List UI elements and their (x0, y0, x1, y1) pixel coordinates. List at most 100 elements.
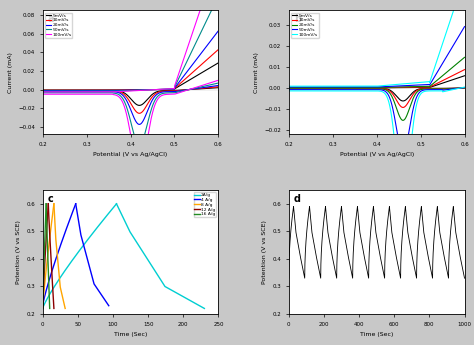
10mV/s (123, 95, 129, 99)
8 A/g (47, 237, 53, 242)
12 A/g (45, 210, 51, 214)
50mV/s (371, 88, 376, 92)
10mV/s (286, 87, 292, 91)
100mV/s (137, 167, 142, 171)
100mV/s (400, 202, 406, 206)
100mV/s (381, 90, 387, 95)
10mV/s (371, 87, 376, 91)
X-axis label: Time (Sec): Time (Sec) (360, 332, 393, 337)
4 A/g (73, 202, 79, 206)
4 A/g (59, 238, 65, 243)
2A/g (114, 202, 119, 206)
2A/g (107, 210, 112, 214)
Line: 2A/g: 2A/g (43, 204, 117, 308)
12 A/g (43, 237, 49, 242)
10mV/s (40, 89, 46, 93)
10mV/s (391, 93, 396, 97)
5mV/s (286, 86, 292, 90)
10mV/s (137, 111, 142, 115)
50mV/s (137, 143, 142, 147)
2A/g (85, 237, 91, 242)
Line: 100mV/s: 100mV/s (43, 80, 219, 169)
5mV/s (391, 91, 396, 95)
8 A/g (46, 239, 52, 244)
50mV/s (400, 150, 406, 155)
Text: b: b (294, 14, 301, 24)
Line: 10mV/s: 10mV/s (43, 87, 219, 113)
12 A/g (46, 202, 51, 206)
20mV/s (369, 87, 375, 91)
5mV/s (400, 99, 406, 103)
16 A/g (43, 202, 49, 206)
4 A/g (40, 303, 46, 307)
5mV/s (135, 103, 141, 107)
50mV/s (286, 88, 292, 92)
8 A/g (46, 239, 52, 243)
50mV/s (123, 104, 129, 108)
Y-axis label: Current (mA): Current (mA) (254, 52, 259, 93)
10mV/s (124, 96, 130, 100)
Legend: 5mV/s, 10mV/s, 20mV/s, 50mV/s, 100mV/s: 5mV/s, 10mV/s, 20mV/s, 50mV/s, 100mV/s (45, 12, 73, 38)
16 A/g (43, 210, 49, 214)
5mV/s (184, 88, 190, 92)
20mV/s (371, 87, 376, 91)
5mV/s (369, 86, 375, 90)
Legend: 2A/g, 4 A/g, 8 A/g, 12 A/g, 16 A/g: 2A/g, 4 A/g, 8 A/g, 12 A/g, 16 A/g (193, 192, 216, 217)
16 A/g (42, 237, 48, 242)
12 A/g (43, 239, 49, 243)
5mV/s (212, 86, 218, 90)
100mV/s (369, 89, 375, 93)
100mV/s (430, 89, 436, 93)
10mV/s (430, 87, 436, 91)
12 A/g (40, 306, 46, 310)
5mV/s (216, 86, 221, 90)
20mV/s (400, 118, 406, 122)
50mV/s (430, 88, 436, 92)
50mV/s (184, 88, 190, 92)
50mV/s (369, 88, 375, 92)
100mV/s (371, 89, 376, 93)
10mV/s (458, 86, 464, 90)
12 A/g (45, 216, 50, 220)
20mV/s (458, 86, 464, 90)
100mV/s (124, 115, 130, 119)
20mV/s (124, 100, 130, 104)
16 A/g (40, 306, 46, 310)
10mV/s (400, 105, 406, 109)
12 A/g (43, 239, 49, 244)
20mV/s (123, 98, 129, 102)
20mV/s (430, 87, 436, 91)
2A/g (83, 239, 89, 244)
20mV/s (216, 83, 221, 88)
100mV/s (286, 89, 292, 93)
5mV/s (40, 88, 46, 92)
Line: 5mV/s: 5mV/s (43, 88, 219, 105)
5mV/s (458, 86, 464, 90)
50mV/s (212, 82, 218, 86)
Line: 8 A/g: 8 A/g (43, 204, 54, 308)
5mV/s (371, 86, 376, 90)
16 A/g (42, 239, 47, 243)
Line: 50mV/s: 50mV/s (289, 88, 465, 152)
2A/g (40, 306, 46, 310)
100mV/s (216, 78, 221, 82)
Text: a: a (48, 14, 55, 24)
12 A/g (40, 306, 46, 310)
100mV/s (391, 128, 396, 132)
20mV/s (286, 87, 292, 91)
8 A/g (49, 216, 55, 220)
50mV/s (462, 86, 467, 90)
10mV/s (184, 88, 190, 92)
20mV/s (145, 108, 150, 112)
5mV/s (145, 97, 150, 101)
8 A/g (50, 210, 56, 214)
10mV/s (216, 85, 221, 89)
X-axis label: Time (Sec): Time (Sec) (114, 332, 147, 337)
100mV/s (462, 85, 467, 89)
10mV/s (462, 86, 467, 90)
100mV/s (458, 86, 464, 90)
5mV/s (124, 93, 130, 97)
20mV/s (462, 86, 467, 90)
Text: c: c (48, 194, 54, 204)
5mV/s (462, 86, 467, 90)
